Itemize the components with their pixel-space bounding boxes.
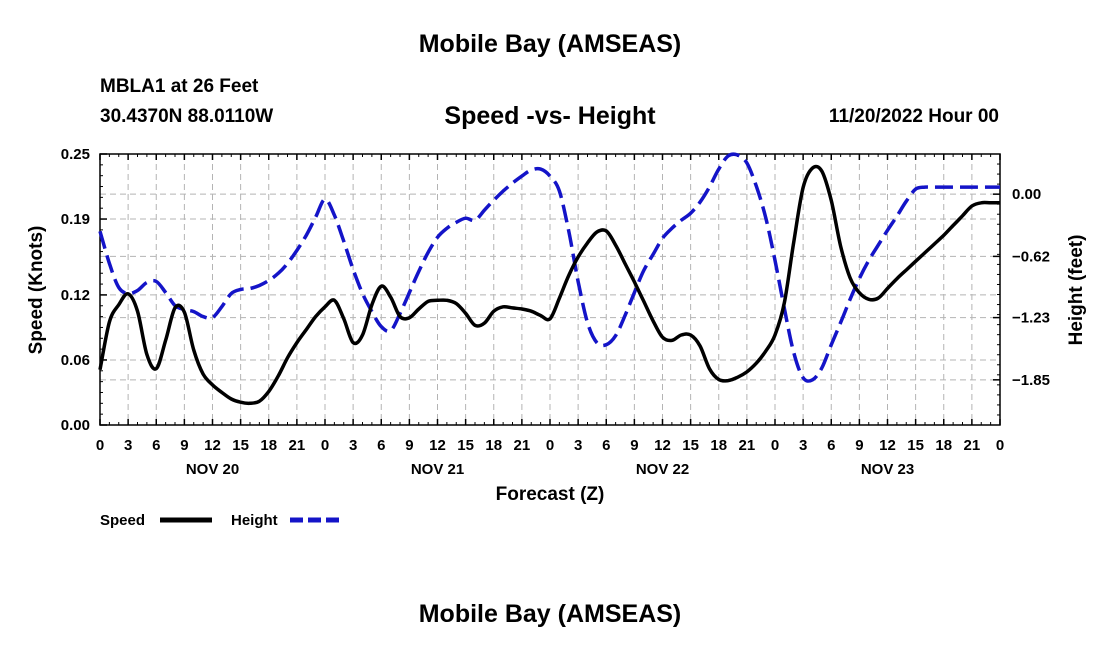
- axis-ticks: [99, 153, 1001, 426]
- x-tick-label: 6: [377, 437, 385, 454]
- legend-label-speed: Speed: [100, 512, 145, 529]
- x-tick-label: 21: [964, 437, 981, 454]
- x-tick-label: 21: [514, 437, 531, 454]
- x-tick-label: 9: [855, 437, 863, 454]
- x-tick-label: 12: [429, 437, 446, 454]
- forecast-run-time: 11/20/2022 Hour 00: [828, 106, 999, 127]
- footer-title: Mobile Bay (AMSEAS): [418, 600, 682, 628]
- x-tick-label: 18: [485, 437, 502, 454]
- x-tick-label: 12: [879, 437, 896, 454]
- x-tick-label: 0: [771, 437, 779, 454]
- x-tick-label: 18: [260, 437, 277, 454]
- x-tick-label: 3: [574, 437, 582, 454]
- station-coordinates: 30.4370N 88.0110W: [100, 106, 274, 127]
- day-label: NOV 20: [186, 461, 239, 478]
- y-tick-label-left: 0.06: [61, 352, 90, 369]
- x-tick-label: 9: [180, 437, 188, 454]
- day-label: NOV 22: [636, 461, 689, 478]
- x-tick-label: 3: [349, 437, 357, 454]
- y-tick-label-right: 0.00: [1012, 186, 1041, 203]
- x-tick-label: 0: [996, 437, 1004, 454]
- axis-tick-labels: 0 3 6 9 12 15 18 21 0 3 6 9 12 15 18 21 0 3 6 9 12 15 18 21 0 3 6 9…: [61, 146, 1050, 478]
- x-tick-label: 3: [799, 437, 807, 454]
- x-tick-label: 15: [457, 437, 474, 454]
- x-tick-label: 9: [630, 437, 638, 454]
- chart-subtitle: Speed -vs- Height: [444, 102, 656, 130]
- legend: Speed Height: [100, 512, 342, 529]
- y-tick-label-left: 0.19: [61, 211, 90, 228]
- y-tick-label-left: 0.12: [61, 287, 90, 304]
- y-tick-label-right: −0.62: [1012, 248, 1050, 265]
- x-tick-label: 12: [654, 437, 671, 454]
- y-tick-label-left: 0.00: [61, 417, 90, 434]
- y-tick-label-left: 0.25: [61, 146, 90, 163]
- left-axis-title: Speed (Knots): [26, 226, 47, 355]
- x-axis-title: Forecast (Z): [496, 484, 605, 505]
- x-tick-label: 12: [204, 437, 221, 454]
- x-tick-label: 6: [827, 437, 835, 454]
- legend-label-height: Height: [231, 512, 278, 529]
- x-tick-label: 6: [152, 437, 160, 454]
- x-tick-label: 0: [96, 437, 104, 454]
- right-axis-title: Height (feet): [1066, 235, 1087, 346]
- x-tick-label: 18: [935, 437, 952, 454]
- x-tick-label: 21: [739, 437, 756, 454]
- x-tick-label: 18: [710, 437, 727, 454]
- x-tick-label: 15: [232, 437, 249, 454]
- x-tick-label: 21: [289, 437, 306, 454]
- day-label: NOV 23: [861, 461, 914, 478]
- data-series: [98, 152, 1000, 406]
- x-tick-label: 0: [546, 437, 554, 454]
- chart-main-title: Mobile Bay (AMSEAS): [418, 30, 682, 58]
- y-tick-label-right: −1.85: [1012, 372, 1050, 389]
- x-tick-label: 15: [907, 437, 924, 454]
- x-tick-label: 0: [321, 437, 329, 454]
- x-tick-label: 15: [682, 437, 699, 454]
- y-tick-label-right: −1.23: [1012, 310, 1050, 327]
- series-line-speed: [98, 164, 1000, 406]
- x-tick-label: 6: [602, 437, 610, 454]
- station-label: MBLA1 at 26 Feet: [100, 76, 259, 97]
- day-label: NOV 21: [411, 461, 464, 478]
- x-tick-label: 3: [124, 437, 132, 454]
- series-line-height: [98, 152, 1000, 383]
- x-tick-label: 9: [405, 437, 413, 454]
